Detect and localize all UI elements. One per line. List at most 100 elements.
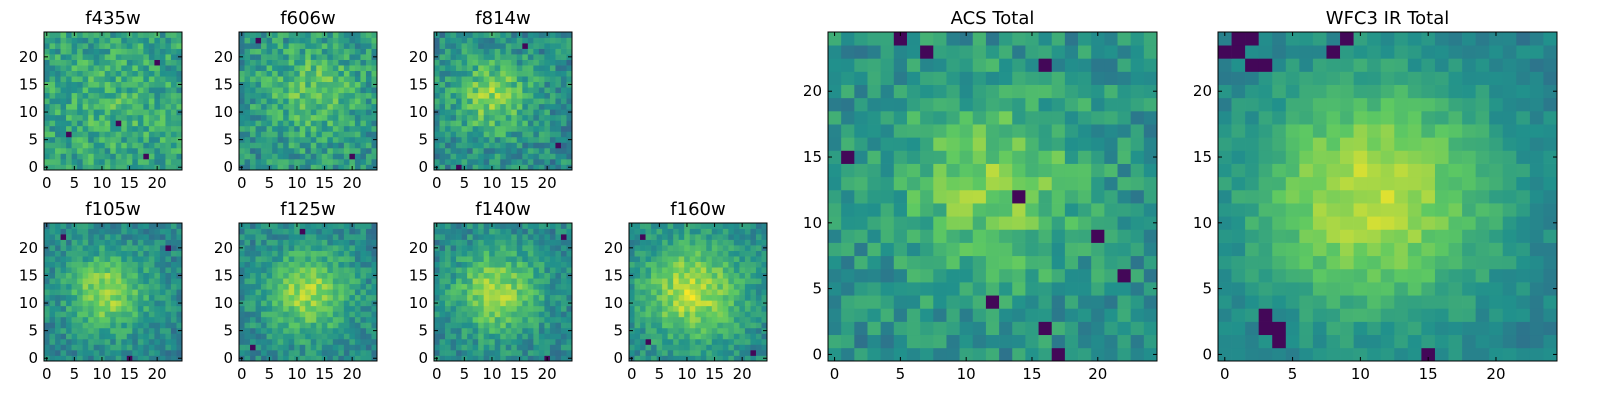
heatmap-cell <box>434 256 440 262</box>
heatmap-cell <box>49 65 56 71</box>
heatmap-cell <box>93 147 100 154</box>
heatmap-cell <box>739 333 746 340</box>
heatmap-cell <box>277 245 284 251</box>
x-tick-label: 0 <box>432 365 442 383</box>
heatmap-cell <box>472 234 479 240</box>
heatmap-cell <box>121 70 128 77</box>
heatmap-cell <box>170 305 177 312</box>
heatmap-cell <box>684 239 691 246</box>
heatmap-cell <box>538 234 545 240</box>
heatmap-cell <box>77 54 83 60</box>
heatmap-cell <box>266 234 273 240</box>
heatmap-cell <box>305 256 312 262</box>
heatmap-cell <box>60 131 67 138</box>
heatmap-cell <box>538 239 545 246</box>
heatmap-cell <box>250 37 256 44</box>
heatmap-cell <box>538 48 545 55</box>
heatmap-cell <box>489 48 496 55</box>
heatmap-cell <box>673 234 680 240</box>
heatmap-cell <box>44 261 50 268</box>
heatmap-cell <box>461 65 468 71</box>
heatmap-cell <box>310 54 317 60</box>
heatmap-cell <box>310 256 317 262</box>
heatmap-cell <box>99 76 106 83</box>
heatmap-cell <box>1051 334 1066 349</box>
heatmap-cell <box>667 234 674 240</box>
heatmap-cell <box>66 316 72 323</box>
heatmap-cell <box>566 289 573 296</box>
heatmap-cell <box>126 245 133 251</box>
heatmap-cell <box>667 344 674 351</box>
heatmap-cell <box>349 48 356 55</box>
heatmap-cell <box>354 54 361 60</box>
heatmap-cell <box>255 278 262 285</box>
heatmap-cell <box>49 92 56 99</box>
heatmap-cell <box>272 300 278 307</box>
heatmap-cell <box>566 48 573 55</box>
heatmap-cell <box>338 59 345 66</box>
heatmap-cell <box>678 223 685 229</box>
heatmap-cell <box>288 261 295 268</box>
heatmap-cell <box>678 250 685 257</box>
heatmap-cell <box>527 59 534 66</box>
heatmap-cell <box>533 256 540 262</box>
heatmap-cell <box>283 267 290 274</box>
heatmap-cell <box>55 103 61 110</box>
heatmap-cell <box>461 136 468 143</box>
heatmap-cell <box>544 239 551 246</box>
heatmap-cell <box>461 344 468 351</box>
heatmap-cell <box>321 70 328 77</box>
heatmap-cell <box>305 228 312 235</box>
heatmap-cell <box>148 355 155 362</box>
heatmap-cell <box>343 131 350 138</box>
heatmap-cell <box>349 250 356 257</box>
heatmap-cell <box>461 272 468 279</box>
heatmap-cell <box>972 347 987 362</box>
heatmap-cell <box>867 282 881 296</box>
heatmap-cell <box>165 344 172 351</box>
heatmap-cell <box>360 344 367 351</box>
heatmap-cell <box>170 278 177 285</box>
heatmap-cell <box>527 81 534 88</box>
heatmap-cell <box>527 228 534 235</box>
heatmap-cell <box>88 87 95 94</box>
heatmap-cell <box>728 311 735 318</box>
heatmap-cell <box>456 114 462 121</box>
heatmap-cell <box>494 103 501 110</box>
heatmap-cell <box>483 289 490 296</box>
heatmap-cell <box>277 327 284 334</box>
heatmap-cell <box>77 305 83 312</box>
heatmap-cell <box>365 109 372 116</box>
heatmap-cell <box>283 234 290 240</box>
heatmap-cell <box>841 308 855 322</box>
heatmap-cell <box>560 37 567 44</box>
heatmap-cell <box>634 278 641 285</box>
heatmap-cell <box>239 250 245 257</box>
heatmap-cell <box>906 334 921 349</box>
heatmap-cell <box>250 54 256 60</box>
heatmap-cell <box>511 228 518 235</box>
heatmap-cell <box>516 59 523 66</box>
heatmap-cell <box>706 261 713 268</box>
heatmap-cell <box>255 289 262 296</box>
heatmap-cell <box>365 92 372 99</box>
heatmap-cell <box>170 267 177 274</box>
heatmap-cell <box>946 229 960 243</box>
heatmap-cell <box>126 142 133 149</box>
heatmap-cell <box>656 272 663 279</box>
heatmap-cell <box>143 48 150 55</box>
heatmap-cell <box>516 37 523 44</box>
heatmap-cell <box>327 65 334 71</box>
heatmap-cell <box>55 70 61 77</box>
heatmap-cell <box>266 261 273 268</box>
heatmap-cell <box>549 338 556 345</box>
heatmap-cell <box>165 125 172 132</box>
heatmap-cell <box>439 322 446 329</box>
heatmap-cell <box>472 120 479 127</box>
heatmap-cell <box>99 59 106 66</box>
x-tick-label: 5 <box>265 365 275 383</box>
heatmap-cell <box>343 261 350 268</box>
heatmap-cell <box>66 278 72 285</box>
heatmap-cell <box>288 289 295 296</box>
